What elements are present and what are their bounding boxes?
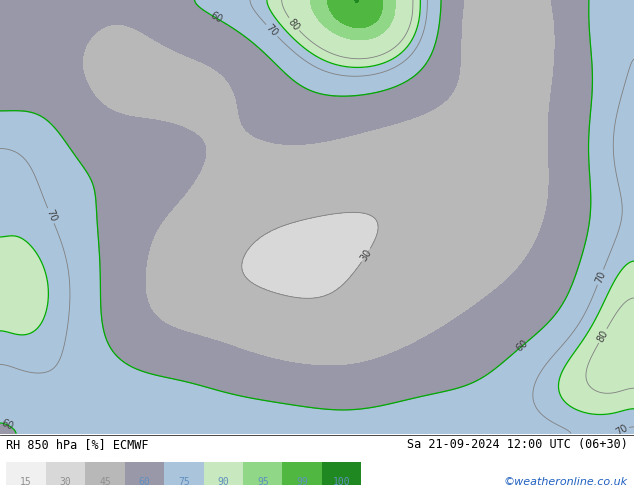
Text: 60: 60 — [515, 338, 531, 353]
Text: 45: 45 — [99, 477, 111, 487]
Text: 90: 90 — [217, 477, 229, 487]
Text: ©weatheronline.co.uk: ©weatheronline.co.uk — [503, 477, 628, 487]
Bar — [164, 462, 204, 486]
Text: 75: 75 — [178, 477, 190, 487]
Text: 70: 70 — [614, 423, 630, 438]
Bar — [204, 462, 243, 486]
Text: 15: 15 — [20, 477, 32, 487]
Text: 60: 60 — [0, 418, 15, 432]
Text: 80: 80 — [286, 17, 302, 32]
Text: RH 850 hPa [%] ECMWF: RH 850 hPa [%] ECMWF — [6, 438, 149, 451]
Text: 100: 100 — [333, 477, 351, 487]
Text: 70: 70 — [44, 208, 58, 223]
Bar — [46, 462, 85, 486]
Text: 80: 80 — [595, 328, 610, 343]
Text: 70: 70 — [593, 270, 607, 285]
Bar — [6, 462, 46, 486]
Text: 30: 30 — [358, 247, 373, 263]
Text: Sa 21-09-2024 12:00 UTC (06+30): Sa 21-09-2024 12:00 UTC (06+30) — [407, 438, 628, 451]
Bar — [243, 462, 283, 486]
Text: 30: 30 — [60, 477, 72, 487]
Bar — [85, 462, 125, 486]
Text: 70: 70 — [264, 23, 280, 39]
Bar — [322, 462, 361, 486]
Text: 99: 99 — [296, 477, 308, 487]
Bar — [283, 462, 322, 486]
Bar — [125, 462, 164, 486]
Text: 60: 60 — [209, 10, 224, 25]
Text: 95: 95 — [257, 477, 269, 487]
Text: 60: 60 — [139, 477, 150, 487]
